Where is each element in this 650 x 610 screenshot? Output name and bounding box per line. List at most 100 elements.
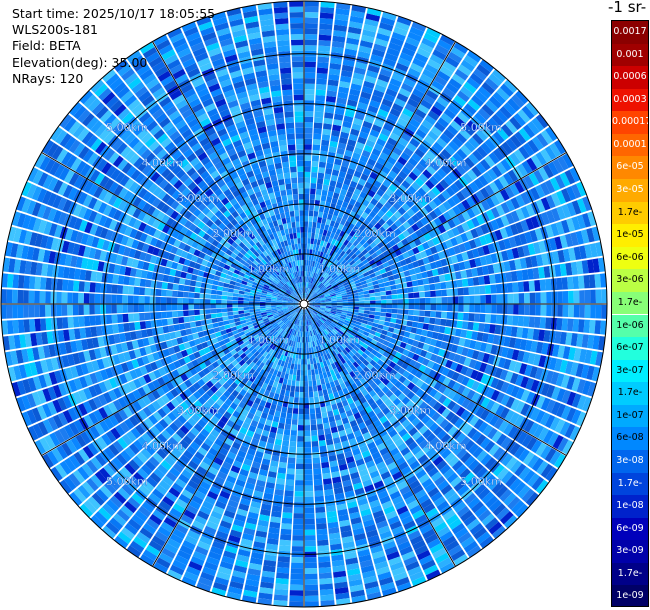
range-gate [328, 527, 340, 535]
range-gate [236, 168, 246, 177]
range-gate [120, 450, 132, 462]
range-gate [476, 382, 485, 394]
range-gate [366, 370, 374, 378]
range-gate [218, 222, 226, 231]
range-gate [268, 527, 280, 535]
range-gate [287, 321, 292, 328]
range-gate [420, 498, 433, 509]
range-gate [442, 376, 452, 387]
range-gate [374, 378, 382, 386]
range-gate [82, 149, 95, 163]
range-gate [241, 178, 250, 187]
range-gate [237, 297, 244, 301]
range-gate [311, 166, 318, 173]
range-gate [103, 131, 116, 144]
range-gate [224, 54, 238, 63]
range-gate [161, 214, 170, 224]
range-gate [249, 93, 260, 102]
range-gate [252, 357, 259, 364]
range-gate [286, 313, 292, 318]
range-gate [364, 580, 379, 590]
range-gate [254, 304, 260, 307]
range-gate [360, 508, 372, 517]
range-gate [169, 533, 184, 545]
range-gate [355, 343, 362, 349]
range-gate [505, 383, 515, 396]
range-gate [247, 213, 255, 221]
range-gate [73, 488, 87, 503]
range-gate [266, 414, 274, 421]
range-gate [296, 375, 301, 382]
range-gate [523, 316, 530, 327]
range-gate [223, 264, 231, 271]
range-gate [287, 407, 293, 414]
range-gate [288, 340, 292, 346]
range-gate [510, 398, 521, 411]
range-gate [309, 204, 315, 211]
range-gate [288, 298, 294, 301]
range-gate [314, 396, 320, 403]
range-gate [88, 210, 98, 223]
range-gate [304, 458, 312, 464]
range-gate [392, 304, 398, 309]
range-gate [296, 295, 301, 301]
range-gate [119, 223, 128, 235]
range-gate [403, 555, 418, 566]
range-gate [339, 370, 346, 378]
range-gate [278, 235, 284, 243]
range-gate [259, 246, 265, 253]
range-gate [316, 534, 329, 541]
range-gate [272, 263, 278, 270]
range-gate [353, 453, 363, 462]
range-gate [292, 302, 299, 304]
range-gate [149, 288, 157, 296]
range-gate [90, 79, 105, 93]
range-gate [286, 127, 295, 135]
range-gate [331, 471, 341, 479]
range-gate [409, 359, 417, 368]
range-gate [127, 286, 135, 295]
range-gate [370, 402, 379, 411]
range-gate [318, 28, 332, 36]
range-gate [213, 275, 221, 281]
range-gate [495, 485, 509, 499]
range-gate [179, 173, 190, 183]
range-gate [401, 515, 414, 526]
range-gate [190, 427, 200, 437]
range-gate [330, 308, 337, 311]
range-gate [261, 97, 272, 105]
range-gate [369, 499, 381, 509]
range-gate [226, 180, 235, 189]
range-gate [179, 544, 194, 556]
range-gate [304, 226, 308, 233]
range-gate [196, 326, 203, 333]
range-gate [419, 373, 428, 382]
range-gate [304, 337, 306, 343]
range-gate [296, 226, 301, 233]
range-gate [300, 336, 303, 343]
range-gate [288, 155, 297, 162]
range-gate [78, 219, 88, 232]
range-gate [350, 331, 357, 337]
range-gate [254, 308, 261, 312]
range-gate [276, 268, 282, 274]
range-gate [304, 243, 307, 249]
range-gate [117, 244, 126, 255]
range-gate [314, 323, 318, 329]
range-gate [406, 320, 413, 327]
range-gate [206, 318, 213, 325]
range-gate [591, 366, 601, 382]
range-gate [516, 327, 524, 338]
range-gate [245, 21, 260, 29]
range-gate [180, 226, 189, 235]
range-gate [373, 480, 385, 489]
range-gate [404, 437, 415, 447]
range-gate [281, 258, 286, 265]
range-gate [292, 524, 304, 530]
range-gate [158, 265, 166, 274]
range-gate [298, 336, 301, 343]
range-gate [339, 519, 351, 527]
range-gate [295, 277, 299, 284]
range-gate [366, 346, 374, 353]
range-gate [46, 142, 59, 158]
